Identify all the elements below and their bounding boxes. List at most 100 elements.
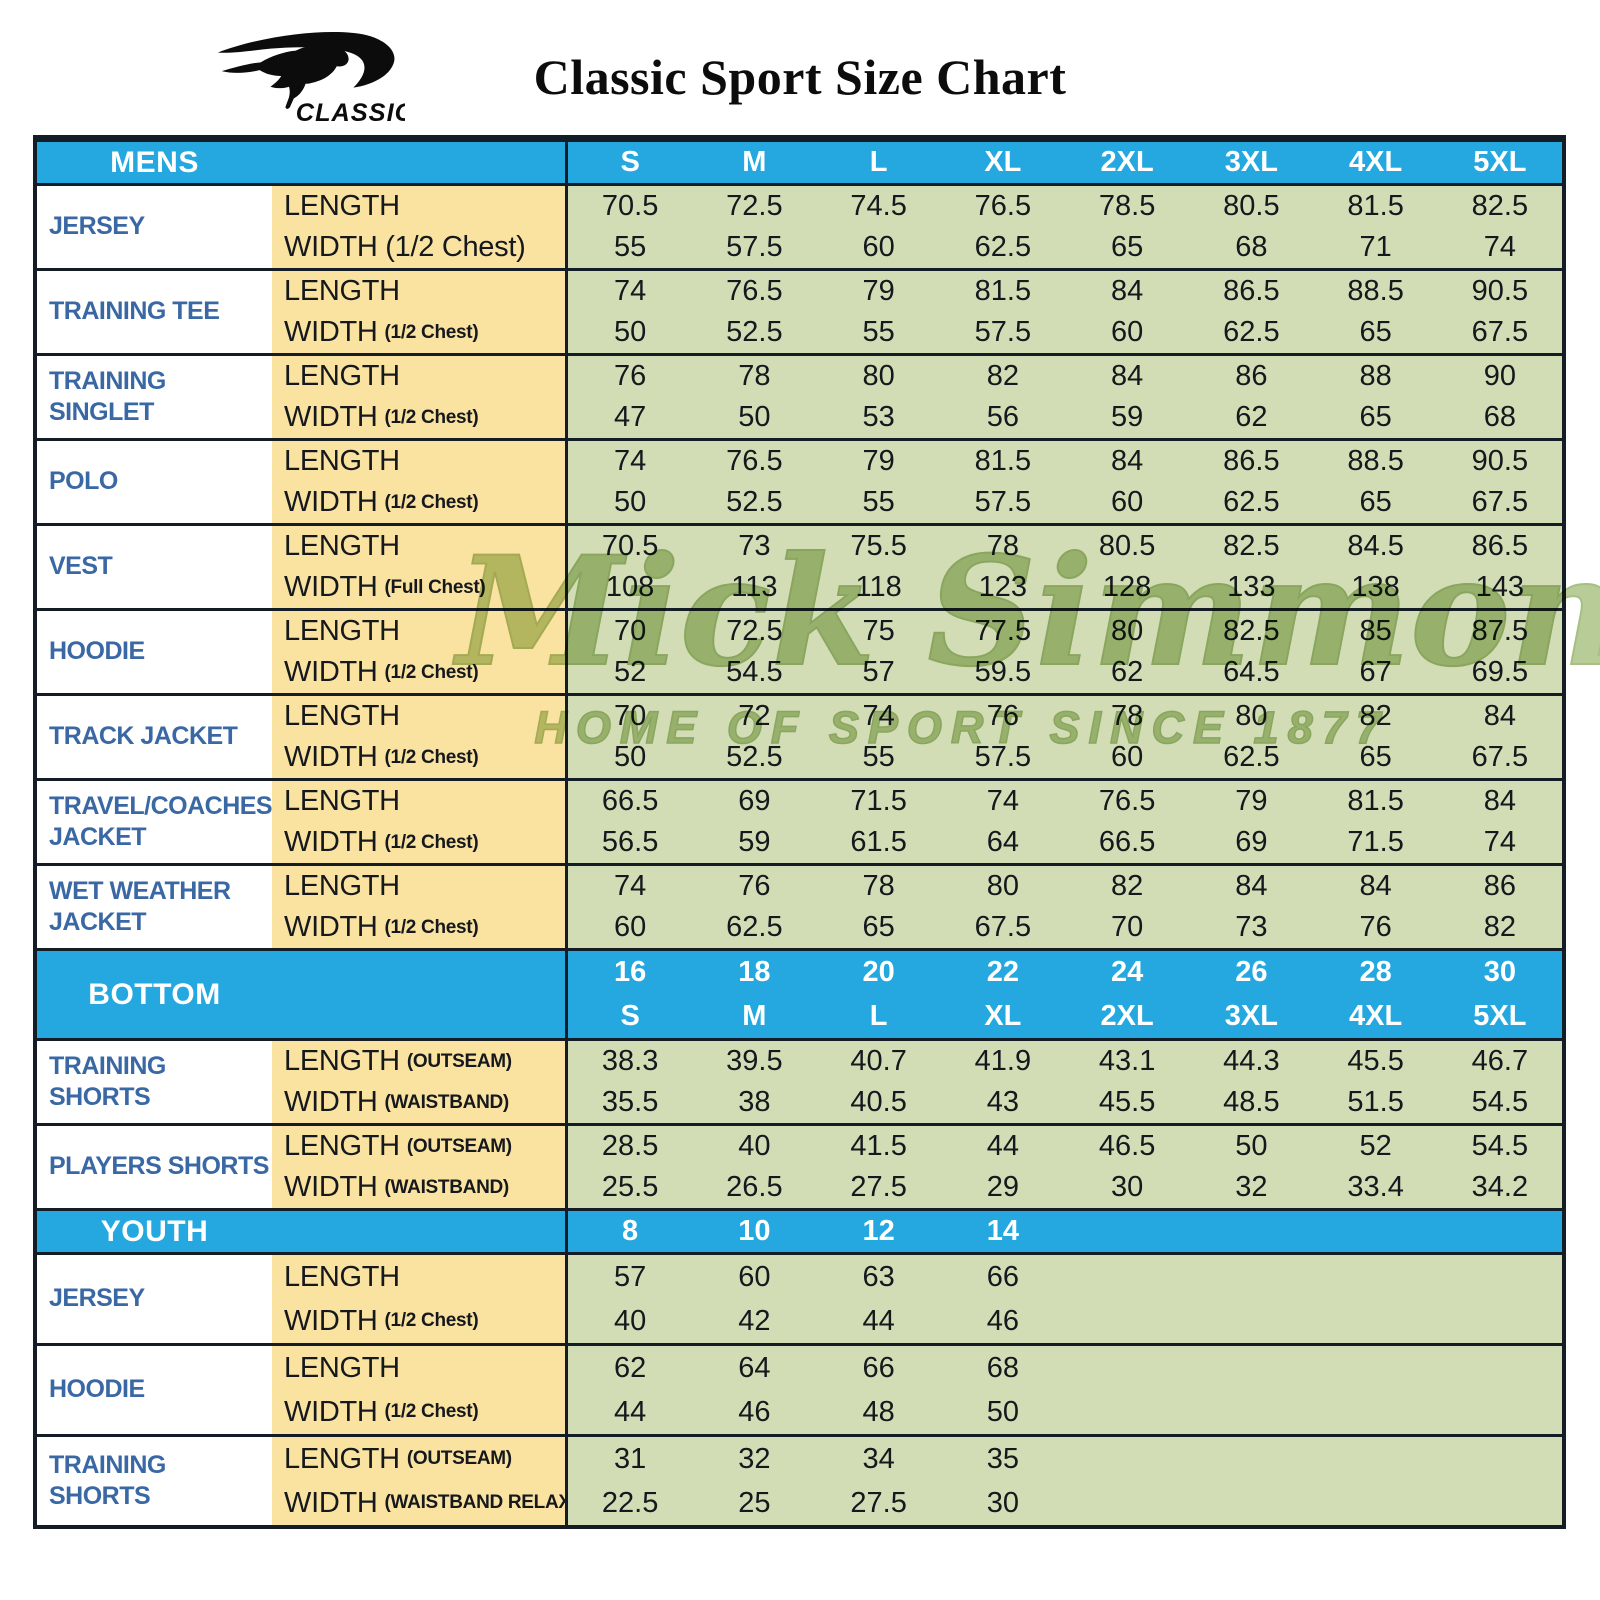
value-cell: 87.5 <box>1471 615 1529 647</box>
value-cell <box>1189 1481 1313 1525</box>
value-cell: 57.5 <box>974 486 1032 518</box>
size-row: 16 18 20 22 24 26 28 30 <box>568 951 1562 995</box>
value-cell: 76.5 <box>726 445 783 477</box>
measure-line: LENGTH <box>284 186 565 227</box>
value-cell: 60 <box>738 1260 771 1293</box>
value-cell: 84 <box>1110 445 1144 477</box>
value-cell: 66.5 <box>601 785 659 817</box>
value-cell: 46 <box>738 1395 771 1428</box>
measure-name: WIDTH <box>284 1171 378 1203</box>
classic-brand-logo: CLASSIC <box>217 31 405 127</box>
masthead: CLASSIC Classic Sport Size Chart <box>0 0 1600 135</box>
value-cell <box>1065 1255 1189 1299</box>
value-cell: 86.5 <box>1471 530 1529 562</box>
values-grid: 66.5 69 71.5 74 76.5 79 81.5 84 56.5 59 61.5 64 66.5… <box>565 781 1562 863</box>
value-cell: 66.5 <box>1098 826 1156 858</box>
measure-name: WIDTH <box>284 656 378 688</box>
value-cell: 62.5 <box>974 231 1032 263</box>
values-row: 70.5 72.5 74.5 76.5 78.5 80.5 81.5 82.5 <box>568 186 1562 227</box>
value-cell: 27.5 <box>850 1486 907 1519</box>
measure-name: LENGTH <box>284 190 400 222</box>
measure-name: WIDTH <box>284 741 378 773</box>
value-cell: 90 <box>1483 360 1516 392</box>
values-row: 31 32 34 35 <box>568 1437 1562 1481</box>
value-cell: 80 <box>1110 615 1144 647</box>
measure-cell: LENGTH WIDTH (1/2 Chest) <box>272 271 565 353</box>
values-grid: 62 64 66 68 44 46 48 50 <box>565 1346 1562 1434</box>
value-cell: 44.3 <box>1223 1045 1280 1077</box>
value-cell: 30 <box>986 1486 1019 1519</box>
measure-note: (1/2 Chest) <box>384 491 479 513</box>
value-cell: 143 <box>1475 571 1525 603</box>
measure-line: LENGTH (OUTSEAM) <box>284 1126 565 1167</box>
measure-name: LENGTH <box>284 1442 400 1475</box>
values-row: 28.5 40 41.5 44 46.5 50 52 54.5 <box>568 1126 1562 1167</box>
value-cell: 80 <box>862 360 895 392</box>
values-row: 70 72 74 76 78 80 82 84 <box>568 696 1562 737</box>
value-cell: 67.5 <box>1471 316 1529 348</box>
measure-name: WIDTH <box>284 1304 378 1337</box>
value-cell: 52.5 <box>726 486 783 518</box>
measure-cell: LENGTH WIDTH (1/2 Chest) <box>272 356 565 438</box>
value-cell: 62 <box>1235 401 1268 433</box>
size-row: S M L XL 2XL 3XL 4XL 5XL <box>568 995 1562 1039</box>
value-cell: 76 <box>613 360 647 392</box>
value-cell: 81.5 <box>1347 190 1404 222</box>
product-row-polo: POLO LENGTH WIDTH (1/2 Chest) 74 76.5 79 81.5 84… <box>37 438 1562 523</box>
value-cell: 84 <box>1483 700 1516 732</box>
value-cell: 41.5 <box>850 1130 907 1162</box>
value-cell: 68 <box>986 1351 1019 1384</box>
measure-line: WIDTH (1/2 Chest) <box>284 312 565 353</box>
measure-cell: LENGTH WIDTH (1/2 Chest) <box>272 696 565 778</box>
values-row: 38.3 39.5 40.7 41.9 43.1 44.3 45.5 46.7 <box>568 1041 1562 1082</box>
product-row-track-jacket: TRACK JACKET LENGTH WIDTH (1/2 Chest) 70 72 74… <box>37 693 1562 778</box>
value-cell: 68 <box>1235 231 1268 263</box>
value-cell <box>1438 1299 1562 1343</box>
size-chart-table: Mick Simmons® HOME OF SPORT SINCE 1877 M… <box>33 135 1600 1529</box>
measure-cell: LENGTH (OUTSEAM) WIDTH (WAISTBAND) <box>272 1041 565 1123</box>
value-cell: 26.5 <box>726 1171 783 1203</box>
measure-name: LENGTH <box>284 530 400 562</box>
value-cell: 70 <box>613 615 647 647</box>
value-cell: 34.2 <box>1471 1171 1529 1203</box>
values-row: 76 78 80 82 84 86 88 90 <box>568 356 1562 397</box>
value-cell: 46.7 <box>1471 1045 1529 1077</box>
value-cell: 90.5 <box>1471 275 1529 307</box>
value-cell: 55 <box>862 486 895 518</box>
value-cell <box>1438 1255 1562 1299</box>
value-cell: 80 <box>1235 700 1268 732</box>
value-cell: 76.5 <box>974 190 1032 222</box>
value-cell: 80 <box>986 870 1019 902</box>
measure-line: LENGTH <box>284 781 565 822</box>
product-row-hoodie: HOODIE LENGTH WIDTH (1/2 Chest) 62 64 66 68 44 46… <box>37 1343 1562 1434</box>
value-cell: 88.5 <box>1347 275 1404 307</box>
measure-cell: LENGTH WIDTH (1/2 Chest) <box>272 186 565 268</box>
measure-cell: LENGTH WIDTH (Full Chest) <box>272 526 565 608</box>
value-cell: 67 <box>1359 656 1392 688</box>
value-cell: 81.5 <box>974 275 1032 307</box>
values-row: 60 62.5 65 67.5 70 73 76 82 <box>568 907 1562 948</box>
value-cell: 57.5 <box>726 231 783 263</box>
value-cell: 76 <box>738 870 771 902</box>
value-cell: 108 <box>605 571 655 603</box>
values-row: 47 50 53 56 59 62 65 68 <box>568 397 1562 438</box>
value-cell <box>1065 1346 1189 1390</box>
product-row-training-singlet: TRAINING SINGLET LENGTH WIDTH (1/2 Chest) 76… <box>37 353 1562 438</box>
value-cell: 50 <box>613 741 647 773</box>
values-row: 70.5 73 75.5 78 80.5 82.5 84.5 86.5 <box>568 526 1562 567</box>
value-cell: 73 <box>1235 911 1268 943</box>
value-cell: 62 <box>613 1351 647 1384</box>
value-cell: 74 <box>1483 826 1516 858</box>
measure-line: WIDTH (1/2 Chest) <box>284 907 565 948</box>
value-cell: 75.5 <box>850 530 907 562</box>
value-cell: 41.9 <box>974 1045 1032 1077</box>
measure-line: WIDTH (Full Chest) <box>284 567 565 608</box>
size-col-header: 10 <box>738 1215 771 1247</box>
value-cell: 64 <box>986 826 1019 858</box>
value-cell: 80.5 <box>1098 530 1156 562</box>
measure-name: WIDTH <box>284 486 378 518</box>
kangaroo-icon <box>221 36 349 109</box>
size-col-header: XL <box>984 146 1022 178</box>
measure-name: WIDTH <box>284 316 378 348</box>
values-row: 57 60 63 66 <box>568 1255 1562 1299</box>
